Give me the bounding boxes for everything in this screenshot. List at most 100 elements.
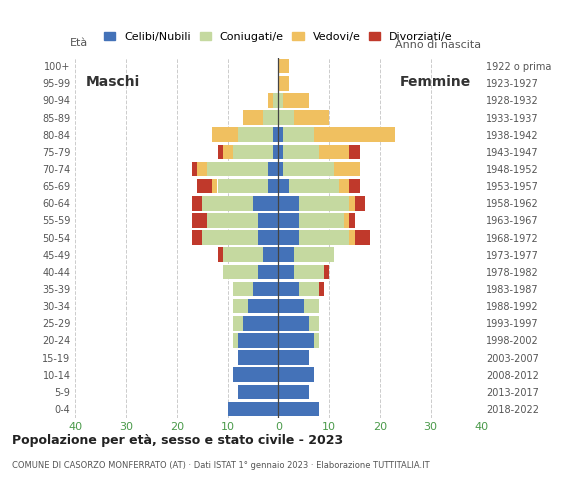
Bar xyxy=(284,93,309,108)
Bar xyxy=(278,128,284,142)
Bar xyxy=(268,93,273,108)
Bar xyxy=(299,196,349,211)
Bar xyxy=(314,128,395,142)
Bar xyxy=(284,128,314,142)
Text: COMUNE DI CASORZO MONFERRATO (AT) · Dati ISTAT 1° gennaio 2023 · Elaborazione TU: COMUNE DI CASORZO MONFERRATO (AT) · Dati… xyxy=(12,461,429,470)
Bar xyxy=(278,384,309,399)
Bar xyxy=(284,144,319,159)
Bar xyxy=(278,196,299,211)
Bar xyxy=(273,93,278,108)
Bar xyxy=(208,162,268,176)
Bar xyxy=(278,264,293,279)
Bar xyxy=(233,144,273,159)
Bar xyxy=(233,299,248,313)
Bar xyxy=(223,264,258,279)
Bar xyxy=(192,162,197,176)
Bar xyxy=(278,93,284,108)
Bar xyxy=(309,316,319,331)
Bar xyxy=(263,110,278,125)
Bar xyxy=(349,230,354,245)
Bar xyxy=(268,162,278,176)
Bar xyxy=(345,213,349,228)
Bar xyxy=(207,213,258,228)
Bar xyxy=(339,179,349,193)
Legend: Celibi/Nubili, Coniugati/e, Vedovi/e, Divorziati/e: Celibi/Nubili, Coniugati/e, Vedovi/e, Di… xyxy=(100,27,457,46)
Bar xyxy=(278,110,293,125)
Bar xyxy=(258,264,278,279)
Text: Popolazione per età, sesso e stato civile - 2023: Popolazione per età, sesso e stato civil… xyxy=(12,434,343,447)
Bar xyxy=(278,368,314,382)
Bar xyxy=(223,144,233,159)
Text: Femmine: Femmine xyxy=(400,75,471,89)
Bar xyxy=(192,196,202,211)
Bar xyxy=(253,196,278,211)
Text: Età: Età xyxy=(70,37,89,48)
Bar xyxy=(278,316,309,331)
Bar xyxy=(349,144,360,159)
Text: Anno di nascita: Anno di nascita xyxy=(396,40,481,50)
Bar xyxy=(293,248,334,262)
Bar xyxy=(288,179,339,193)
Bar xyxy=(253,282,278,296)
Bar xyxy=(197,162,207,176)
Bar xyxy=(324,264,329,279)
Bar xyxy=(192,213,207,228)
Bar xyxy=(278,248,293,262)
Text: Maschi: Maschi xyxy=(85,75,140,89)
Bar xyxy=(278,179,288,193)
Bar xyxy=(233,368,278,382)
Bar xyxy=(218,179,268,193)
Bar xyxy=(284,162,334,176)
Bar xyxy=(212,179,218,193)
Bar xyxy=(349,213,354,228)
Bar xyxy=(273,144,278,159)
Bar xyxy=(268,179,278,193)
Bar xyxy=(304,299,319,313)
Bar xyxy=(258,230,278,245)
Bar xyxy=(299,230,349,245)
Bar xyxy=(314,333,319,348)
Bar xyxy=(319,282,324,296)
Bar xyxy=(227,402,278,416)
Bar xyxy=(354,196,365,211)
Bar xyxy=(248,299,278,313)
Bar xyxy=(278,299,304,313)
Bar xyxy=(334,162,360,176)
Bar xyxy=(202,196,253,211)
Bar xyxy=(278,333,314,348)
Bar xyxy=(233,282,253,296)
Bar xyxy=(278,350,309,365)
Bar xyxy=(349,196,354,211)
Bar xyxy=(223,248,263,262)
Bar xyxy=(278,162,284,176)
Bar xyxy=(278,213,299,228)
Bar xyxy=(192,230,202,245)
Bar xyxy=(273,128,278,142)
Bar xyxy=(278,402,319,416)
Bar xyxy=(238,333,278,348)
Bar xyxy=(202,230,258,245)
Bar xyxy=(293,264,324,279)
Bar xyxy=(258,213,278,228)
Bar xyxy=(278,282,299,296)
Bar xyxy=(238,128,273,142)
Bar xyxy=(212,128,238,142)
Bar xyxy=(278,59,288,73)
Bar xyxy=(233,333,238,348)
Bar xyxy=(299,213,345,228)
Bar xyxy=(238,384,278,399)
Bar xyxy=(233,316,243,331)
Bar xyxy=(243,110,263,125)
Bar xyxy=(319,144,349,159)
Bar xyxy=(299,282,319,296)
Bar xyxy=(349,179,360,193)
Bar xyxy=(278,230,299,245)
Bar xyxy=(263,248,278,262)
Bar xyxy=(243,316,278,331)
Bar xyxy=(354,230,370,245)
Bar xyxy=(238,350,278,365)
Bar xyxy=(218,144,223,159)
Bar xyxy=(278,76,288,91)
Bar xyxy=(293,110,329,125)
Bar xyxy=(278,144,284,159)
